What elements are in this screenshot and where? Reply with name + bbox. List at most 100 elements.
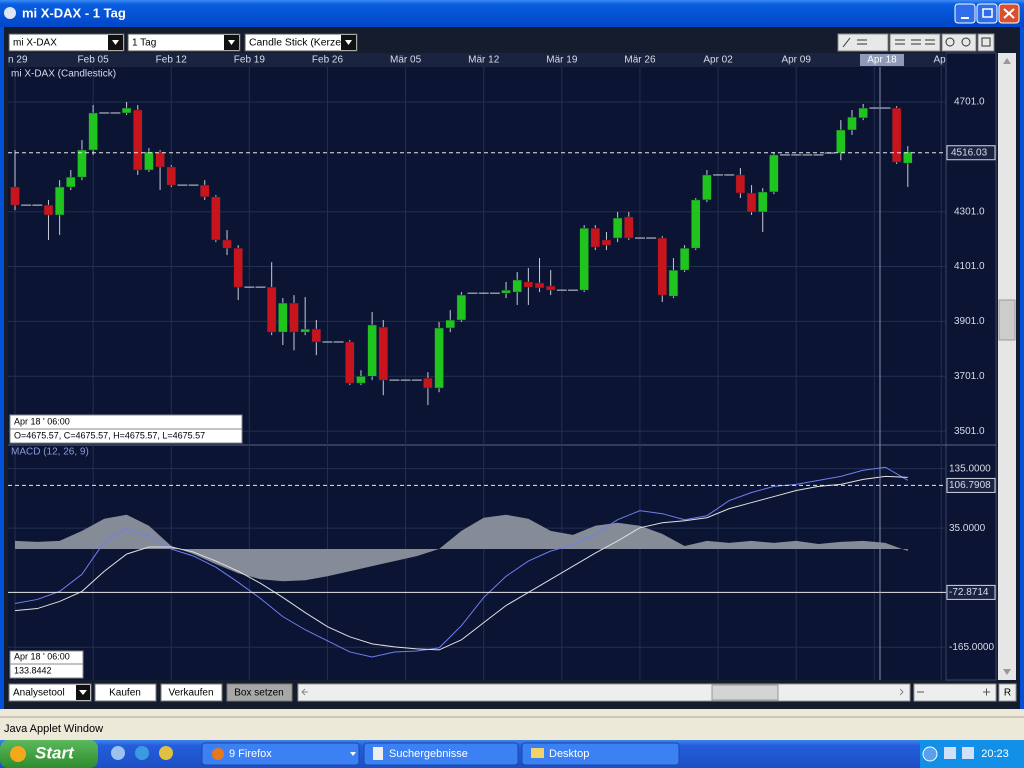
quicklaunch-icon[interactable]: [111, 746, 125, 760]
macd-line: [14, 475, 908, 651]
candle-body: [668, 269, 679, 297]
sell-label: Verkaufen: [168, 688, 213, 699]
candle-body: [523, 281, 534, 288]
y-tick-label: 4301.0: [954, 206, 985, 217]
task-label: Suchergebnisse: [389, 748, 468, 760]
candle-body: [501, 289, 511, 294]
candle-body: [423, 377, 433, 389]
box-label: Box setzen: [234, 688, 283, 699]
candle-body: [233, 247, 243, 288]
analysis-tool-select[interactable]: [8, 683, 92, 702]
candle-body: [211, 196, 221, 241]
style-text: Candle Stick (Kerze: [249, 38, 341, 49]
candle-body: [735, 174, 746, 194]
y-tick-label: 35.0000: [949, 523, 986, 534]
x-tick-label: Mär 26: [624, 55, 656, 66]
period-select[interactable]: [127, 33, 241, 52]
level-box: [946, 477, 996, 493]
task-button[interactable]: [201, 742, 360, 766]
macd-line: [14, 466, 909, 658]
candle-body: [77, 149, 87, 178]
last-price-label: 4516.03: [951, 147, 988, 158]
candle-body: [66, 176, 76, 188]
x-tick-label: Feb 05: [78, 55, 110, 66]
macd-info-date: Apr 18 ' 06:00: [14, 651, 70, 661]
candle-body: [356, 376, 366, 384]
candle-body: [345, 341, 355, 384]
style-select[interactable]: [244, 33, 358, 52]
sell-button[interactable]: [160, 683, 223, 702]
task-label: 9 Firefox: [229, 748, 272, 760]
candle-body: [624, 216, 634, 239]
y-tick-label: 3701.0: [954, 371, 985, 382]
candle-body: [746, 192, 757, 213]
date-axis: [8, 53, 946, 67]
x-tick-label: Mär 05: [390, 55, 422, 66]
minimize-button[interactable]: [954, 3, 976, 24]
candle-body: [545, 285, 556, 291]
macd-histogram: [8, 514, 908, 582]
macd-title: MACD (12, 26, 9): [11, 447, 89, 458]
start-label: Start: [35, 743, 75, 762]
x-tick-label: Feb 12: [156, 55, 188, 66]
candle-body: [612, 217, 623, 239]
start-button[interactable]: [0, 740, 98, 768]
y-tick-label: 3901.0: [954, 316, 985, 327]
y-tick-label: 4101.0: [954, 261, 985, 272]
price-chart-title: mi X-DAX (Candlestick): [11, 69, 116, 80]
chart-area: [8, 53, 946, 680]
candle-body: [367, 324, 377, 377]
candle-body: [590, 227, 601, 248]
level-label: 106.7908: [949, 480, 991, 491]
candle-body: [858, 107, 868, 119]
reset-button[interactable]: [998, 683, 1017, 702]
restore-button[interactable]: [976, 3, 998, 24]
candle-body: [88, 112, 98, 151]
status-bar: [0, 709, 1024, 740]
analysis-tool-text: Analysetool: [13, 688, 65, 699]
vertical-scrollbar[interactable]: [998, 53, 1016, 680]
x-tick-label: Apr 09: [781, 55, 811, 66]
task-button[interactable]: [363, 742, 519, 766]
candle-body: [891, 107, 902, 163]
box-button[interactable]: [226, 683, 293, 702]
candle-body: [702, 174, 712, 201]
quicklaunch-icon[interactable]: [159, 746, 173, 760]
quicklaunch-icon[interactable]: [135, 746, 149, 760]
y-tick-label: 135.0000: [949, 463, 991, 474]
candle-body: [199, 184, 210, 198]
candle-body: [300, 328, 310, 333]
y-tick-label: 4701.0: [954, 97, 985, 108]
candle-body: [133, 109, 143, 171]
candle-body: [311, 328, 322, 343]
x-tick-label: Feb 26: [312, 55, 344, 66]
candle-body: [378, 326, 389, 381]
plots: än 29 Feb 05 Feb 12 Feb 19 Feb 26 Mär 05 Mär 1…: [8, 55, 946, 680]
x-tick-label: Mär 12: [468, 55, 500, 66]
buy-button[interactable]: [94, 683, 157, 702]
task-label: Desktop: [549, 748, 589, 760]
window-title: mi X-DAX - 1 Tag: [22, 5, 126, 20]
y-tick-label: 3501.0: [954, 426, 985, 437]
horizontal-scrollbar[interactable]: [297, 683, 911, 702]
candle-body: [121, 107, 132, 114]
macd-info-value: 133.8442: [14, 665, 52, 675]
task-button[interactable]: [521, 742, 680, 766]
candle-body: [266, 286, 277, 333]
candle-body: [534, 282, 545, 289]
status-text: Java Applet Window: [4, 723, 103, 735]
tool-icons[interactable]: [837, 33, 995, 52]
symbol-select[interactable]: [8, 33, 125, 52]
candle-body: [512, 279, 522, 293]
candle-body: [434, 327, 444, 389]
symbol-text: mi X-DAX: [13, 38, 57, 49]
clock: 20:23: [981, 748, 1009, 760]
candle-body: [222, 239, 232, 249]
candle-body: [657, 237, 668, 296]
x-tick-label: Apr 02: [703, 55, 733, 66]
x-tick-label: Feb 19: [234, 55, 266, 66]
zoom-control[interactable]: [913, 683, 997, 702]
candle-body: [166, 166, 176, 186]
candle-body: [601, 239, 612, 246]
candle-body: [10, 186, 20, 206]
